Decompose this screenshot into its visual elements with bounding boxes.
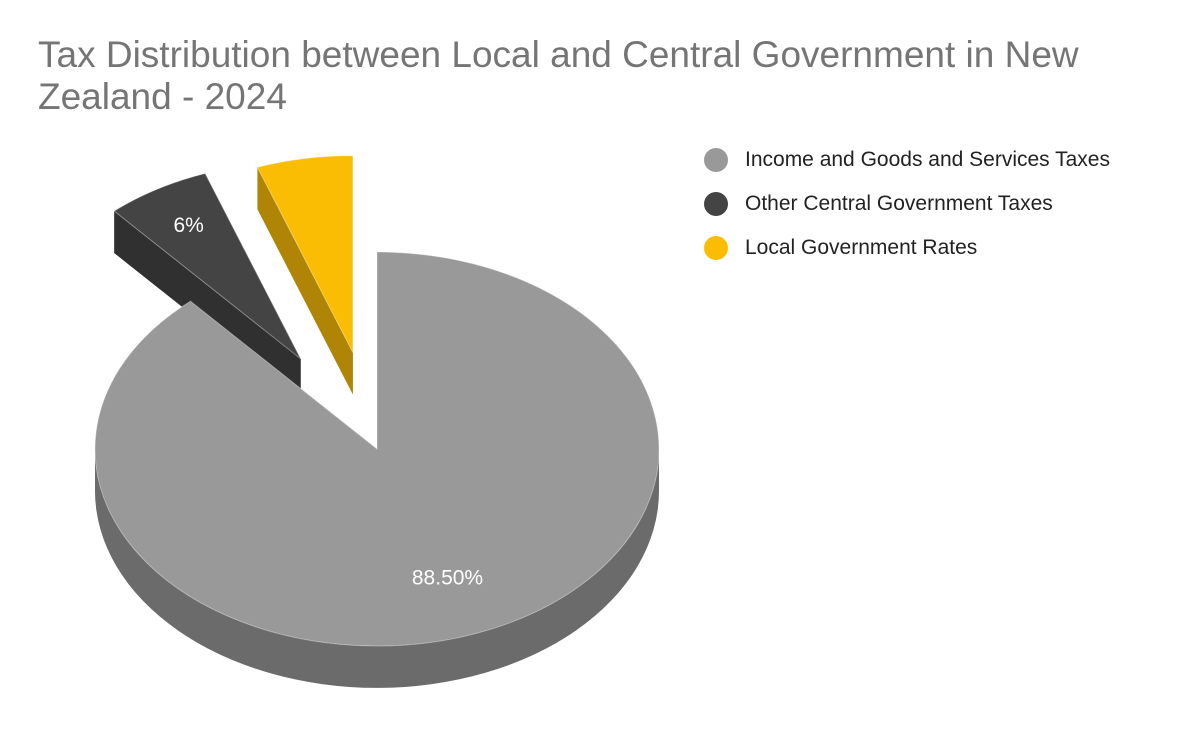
chart-title: Tax Distribution between Local and Centr… <box>38 34 1079 117</box>
legend-item[interactable]: Income and Goods and Services Taxes <box>704 138 1110 182</box>
legend-label: Income and Goods and Services Taxes <box>745 148 1110 171</box>
pie-slice-edge <box>95 449 659 688</box>
legend-swatch <box>704 236 728 260</box>
pie-data-label: 88.50% <box>412 567 483 590</box>
pie-data-label: 6% <box>173 214 203 237</box>
pie-slice[interactable] <box>256 155 354 353</box>
legend-item[interactable]: Other Central Government Taxes <box>704 182 1110 226</box>
legend: Income and Goods and Services Taxes Othe… <box>704 138 1110 270</box>
legend-item[interactable]: Local Government Rates <box>704 226 1110 270</box>
legend-label: Other Central Government Taxes <box>745 192 1053 215</box>
legend-swatch <box>704 148 728 172</box>
legend-swatch <box>704 192 728 216</box>
pie-slice[interactable] <box>113 172 302 360</box>
pie-slice[interactable] <box>94 251 660 647</box>
pie-slice-side <box>257 167 353 395</box>
legend-label: Local Government Rates <box>745 236 978 259</box>
